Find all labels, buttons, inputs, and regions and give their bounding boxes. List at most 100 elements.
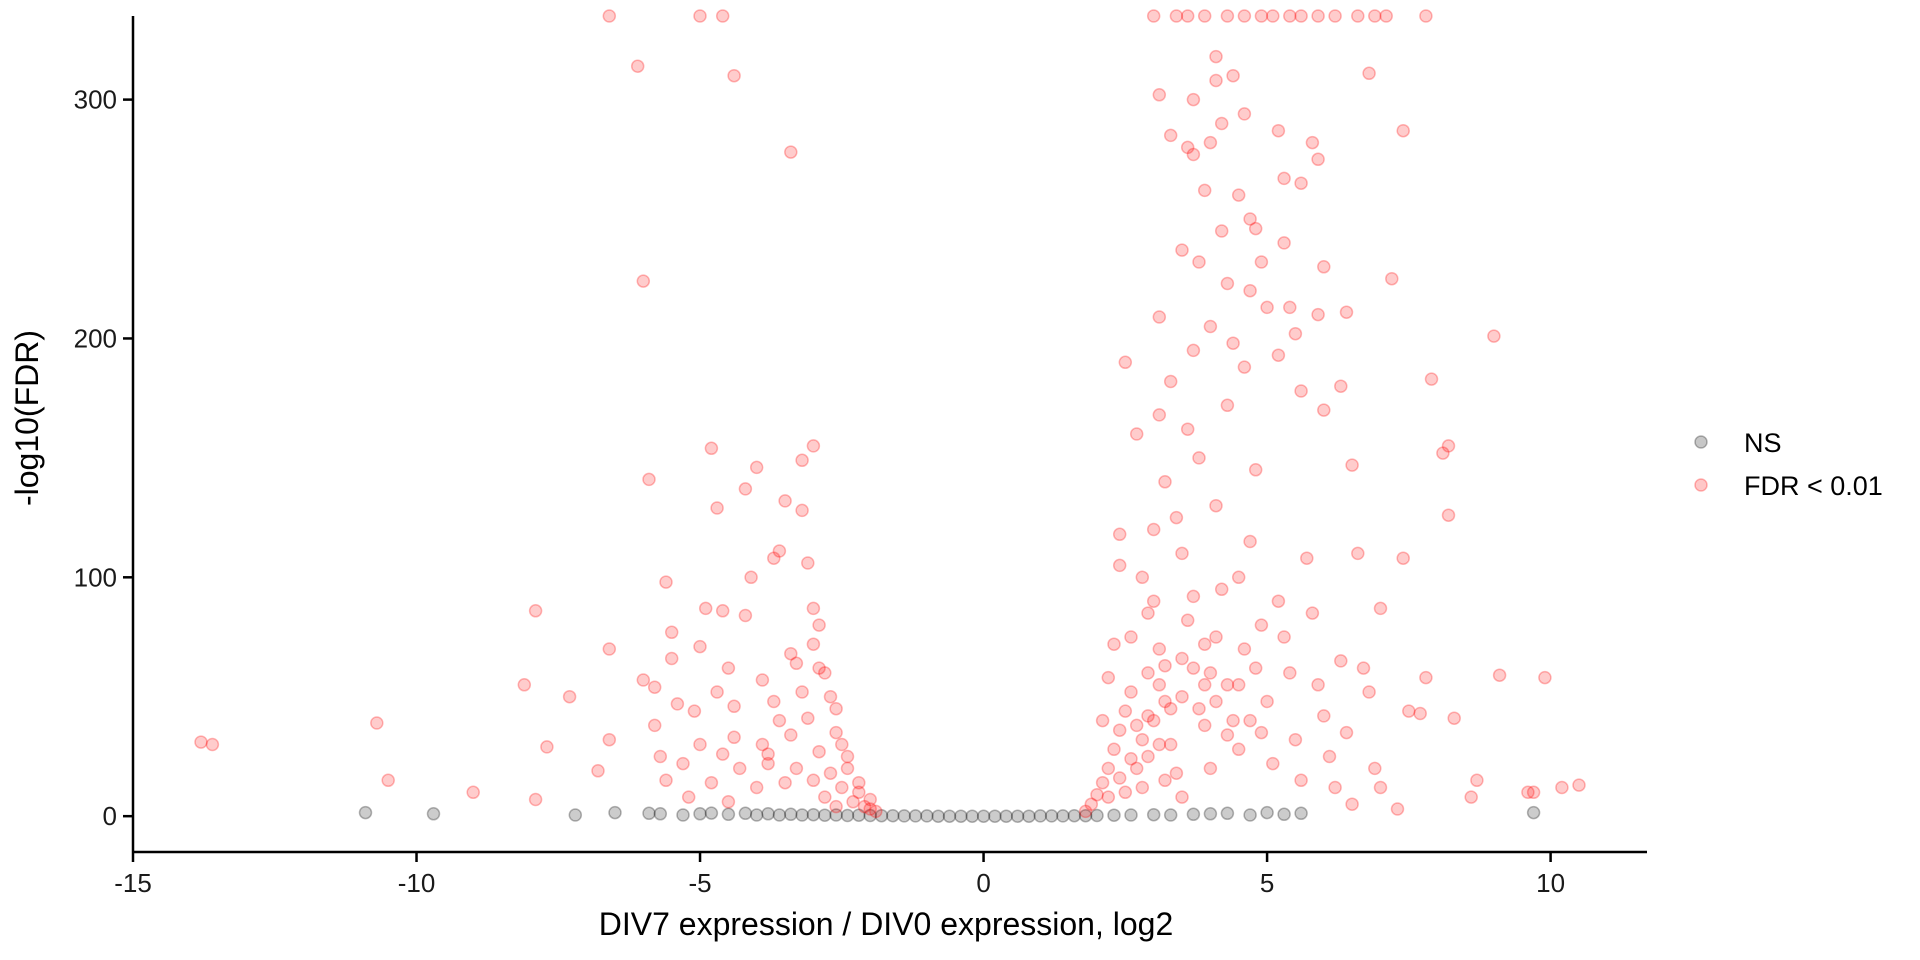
point-fdr-195 — [1441, 508, 1456, 522]
point-fdr-88 — [789, 656, 804, 671]
point-fdr-14 — [630, 59, 645, 73]
point-fdr-20 — [653, 749, 668, 764]
point-ns-41 — [1090, 808, 1104, 823]
point-fdr-31 — [704, 441, 719, 456]
point-fdr-200 — [1492, 668, 1507, 682]
point-fdr-189 — [1402, 704, 1416, 718]
point-ns-25 — [908, 809, 923, 823]
point-ns-31 — [976, 809, 991, 823]
point-fdr-121 — [1146, 9, 1161, 23]
point-fdr-49 — [784, 646, 798, 661]
point-fdr-46 — [772, 544, 787, 558]
point-ns-27 — [931, 809, 945, 823]
point-fdr-199 — [1487, 329, 1501, 343]
point-ns-2 — [568, 808, 583, 822]
y-tick-label: 100 — [74, 562, 117, 592]
point-fdr-203 — [1538, 670, 1552, 685]
point-fdr-241 — [1266, 756, 1280, 771]
point-fdr-58 — [840, 749, 855, 764]
point-fdr-249 — [1311, 678, 1325, 692]
x-axis-title: DIV7 expression / DIV0 expression, log2 — [599, 906, 1174, 942]
point-fdr-232 — [1214, 582, 1229, 597]
point-fdr-128 — [1163, 374, 1178, 389]
point-fdr-19 — [647, 718, 662, 733]
point-fdr-39 — [738, 608, 753, 623]
point-fdr-127 — [1163, 128, 1178, 143]
point-fdr-218 — [1146, 594, 1161, 608]
point-fdr-248 — [1305, 606, 1320, 620]
point-fdr-174 — [1311, 152, 1325, 167]
point-fdr-144 — [1209, 49, 1223, 64]
point-fdr-273 — [1197, 637, 1212, 651]
point-fdr-215 — [1220, 9, 1235, 23]
point-fdr-177 — [1317, 403, 1331, 417]
point-fdr-11 — [602, 732, 617, 747]
point-fdr-148 — [1214, 224, 1229, 238]
point-ns-13 — [772, 808, 787, 822]
point-fdr-143 — [1203, 319, 1218, 334]
point-fdr-269 — [1152, 737, 1167, 752]
point-fdr-236 — [1237, 642, 1252, 656]
point-fdr-257 — [1368, 761, 1382, 776]
point-fdr-132 — [1175, 546, 1189, 561]
point-fdr-136 — [1186, 147, 1201, 162]
point-fdr-194 — [1441, 439, 1456, 453]
point-fdr-192 — [1424, 372, 1439, 386]
point-fdr-33 — [710, 685, 724, 699]
point-fdr-243 — [1277, 630, 1291, 644]
point-fdr-210 — [1311, 9, 1325, 23]
legend-label-ns: NS — [1744, 428, 1782, 458]
point-ns-10 — [738, 806, 753, 821]
point-fdr-214 — [1237, 9, 1252, 23]
point-fdr-224 — [1175, 651, 1189, 666]
point-fdr-8 — [540, 740, 554, 754]
point-fdr-43 — [755, 673, 770, 687]
point-fdr-250 — [1317, 709, 1331, 723]
point-fdr-55 — [812, 618, 826, 632]
point-fdr-40 — [738, 482, 753, 496]
point-fdr-239 — [1254, 725, 1269, 740]
point-fdr-23 — [664, 625, 679, 640]
point-fdr-45 — [767, 551, 781, 565]
point-fdr-208 — [1368, 9, 1382, 23]
point-ns-11 — [749, 808, 764, 822]
point-fdr-50 — [795, 503, 809, 518]
point-fdr-146 — [1209, 498, 1223, 513]
point-ns-3 — [608, 805, 622, 820]
point-fdr-186 — [1385, 271, 1399, 286]
point-fdr-119 — [1141, 606, 1155, 620]
point-fdr-197 — [1464, 790, 1478, 804]
point-fdr-103 — [1118, 704, 1133, 718]
point-fdr-234 — [1226, 713, 1240, 728]
point-fdr-1 — [205, 737, 220, 752]
point-fdr-141 — [1197, 678, 1212, 692]
point-fdr-74 — [806, 773, 821, 788]
point-fdr-95 — [829, 799, 843, 814]
point-fdr-90 — [823, 689, 838, 704]
point-fdr-253 — [1334, 654, 1348, 668]
point-fdr-56 — [818, 666, 832, 680]
point-ns-0 — [358, 805, 373, 820]
point-fdr-69 — [812, 661, 826, 675]
point-fdr-157 — [1243, 212, 1257, 226]
point-fdr-53 — [806, 439, 821, 453]
point-fdr-10 — [591, 764, 605, 778]
point-fdr-173 — [1305, 135, 1320, 150]
point-fdr-17 — [642, 472, 656, 487]
point-fdr-24 — [664, 651, 679, 666]
point-fdr-160 — [1248, 463, 1263, 477]
point-ns-15 — [795, 808, 809, 822]
point-fdr-62 — [812, 744, 826, 759]
point-fdr-28 — [693, 639, 707, 654]
point-fdr-145 — [1209, 73, 1223, 88]
point-fdr-37 — [727, 68, 741, 83]
point-fdr-105 — [1101, 790, 1116, 804]
point-fdr-30 — [698, 601, 713, 616]
point-ns-50 — [1260, 805, 1274, 820]
point-fdr-213 — [1254, 9, 1269, 23]
point-fdr-179 — [1334, 379, 1348, 393]
point-fdr-276 — [1231, 678, 1246, 692]
point-fdr-245 — [1288, 732, 1303, 747]
point-fdr-123 — [1152, 310, 1167, 324]
